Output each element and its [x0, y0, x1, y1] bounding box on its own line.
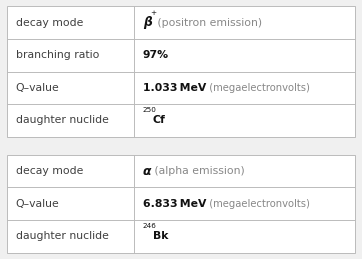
Text: daughter nuclide: daughter nuclide — [16, 116, 109, 125]
Text: Bk: Bk — [153, 231, 168, 241]
Bar — [7, 6, 355, 137]
Text: (megaelectronvolts): (megaelectronvolts) — [203, 199, 310, 209]
Text: decay mode: decay mode — [16, 166, 83, 176]
Text: daughter nuclide: daughter nuclide — [16, 231, 109, 241]
Text: Cf: Cf — [153, 116, 166, 125]
Text: 1.033 MeV: 1.033 MeV — [143, 83, 206, 93]
Text: (alpha emission): (alpha emission) — [151, 166, 244, 176]
Bar — [7, 155, 355, 253]
Text: Q–value: Q–value — [16, 199, 59, 209]
Text: decay mode: decay mode — [16, 18, 83, 28]
Bar — [7, 6, 355, 137]
Text: 6.833 MeV: 6.833 MeV — [143, 199, 206, 209]
Text: branching ratio: branching ratio — [16, 50, 99, 60]
Text: 97%: 97% — [143, 50, 169, 60]
Text: α: α — [143, 165, 151, 178]
Text: β: β — [143, 16, 152, 29]
Text: 246: 246 — [143, 223, 157, 229]
Text: Q–value: Q–value — [16, 83, 59, 93]
Text: +: + — [151, 10, 157, 16]
Bar — [7, 155, 355, 253]
Text: (megaelectronvolts): (megaelectronvolts) — [203, 83, 310, 93]
Text: (positron emission): (positron emission) — [154, 18, 262, 28]
Text: 250: 250 — [143, 107, 157, 113]
